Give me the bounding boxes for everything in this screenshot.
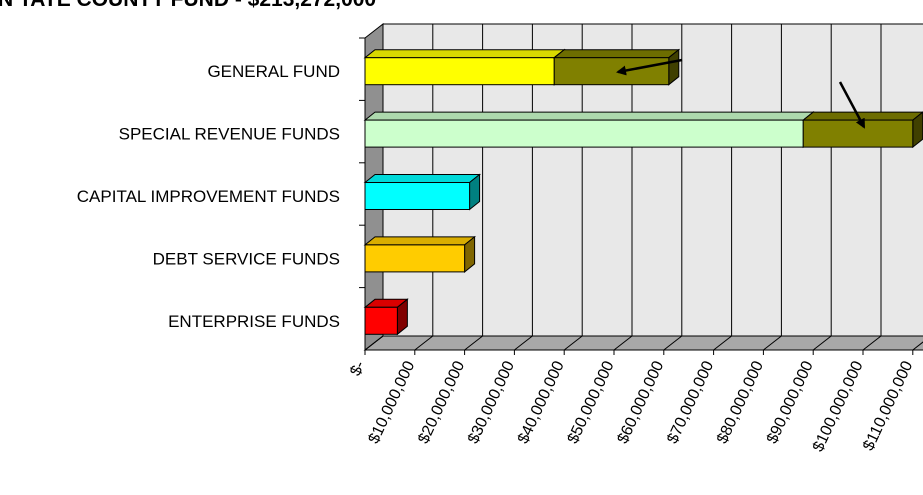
bar [552,48,681,86]
floor-grid-line [514,335,533,351]
bar-top [363,49,566,59]
x-tick-label: $40,000,000 [515,358,568,446]
y-tick-label: DEBT SERVICE FUNDS [153,249,340,268]
x-tick-label: $- [347,359,368,379]
floor-grid-line [414,335,434,351]
bar-front [553,57,670,86]
bar-top [363,236,477,246]
floor-grid-line [713,335,732,351]
floor-grid-line [563,335,583,351]
bar [363,235,477,273]
x-tick-label: $70,000,000 [664,358,717,446]
bar-top [363,111,815,121]
plot: $-$10,000,000$20,000,000$30,000,000$40,0… [77,22,923,454]
floor-grid-line [912,341,923,351]
floor-grid-line [862,335,882,351]
y-tick-label: SPECIAL REVENUE FUNDS [119,125,340,144]
bar-front [364,57,555,86]
x-tick-label: $50,000,000 [565,358,618,446]
x-tick-label: $60,000,000 [614,358,667,446]
bar-front [364,244,466,273]
x-tick-label: $10,000,000 [365,358,418,446]
chart-title: N TATE COUNTY FUND - $213,272,000 [0,0,376,11]
y-tick-label: GENERAL FUND [207,62,340,81]
bar-top [801,111,923,121]
bar [363,173,482,211]
x-tick-label: $100,000,000 [810,358,867,454]
floor-grid-line [464,335,483,351]
arrow [838,81,866,129]
bar-top [363,174,482,183]
floor-grid-line [663,335,683,351]
bar [363,48,566,86]
bar-front [364,182,471,210]
y-tick-label: CAPITAL IMPROVEMENT FUNDS [77,187,340,206]
bar [801,111,923,149]
y-tick-label: ENTERPRISE FUNDS [168,312,340,331]
bar-front [364,119,804,148]
bar [363,298,409,336]
floor-grid-line [613,335,633,351]
x-tick-label: $90,000,000 [764,358,817,446]
arrow [616,58,683,76]
x-tick-label: $110,000,000 [860,358,916,453]
bar [363,111,815,149]
bar-front [364,306,398,335]
floor-grid-line [812,335,832,351]
x-tick-label: $20,000,000 [415,358,468,446]
bar-front [802,119,914,148]
x-tick-label: $30,000,000 [465,358,518,446]
bar-top [552,49,681,59]
floor-grid-line [364,335,384,351]
floor [363,335,923,351]
floor-grid-line [763,335,782,351]
x-tick-label: $80,000,000 [714,358,767,446]
